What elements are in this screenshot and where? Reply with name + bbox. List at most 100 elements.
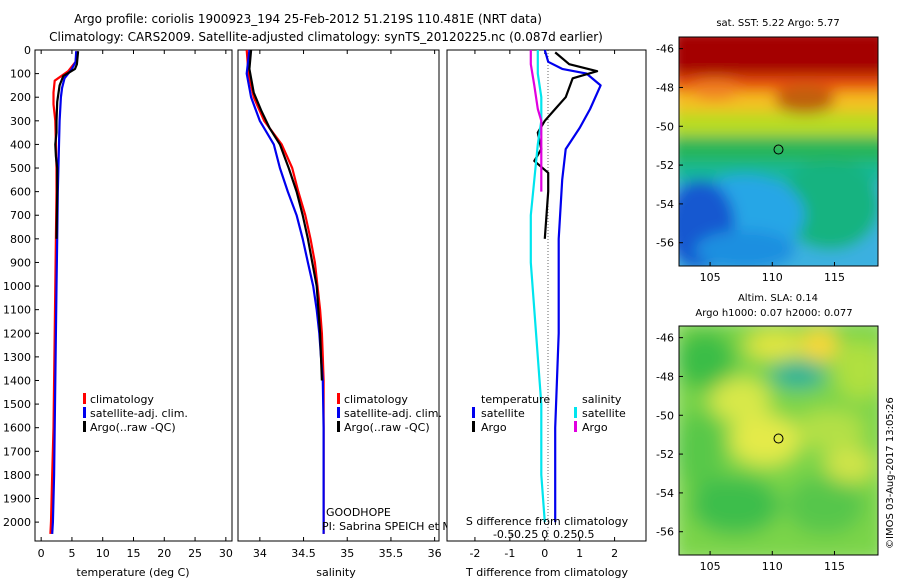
s-tick-label: -0.5 [493,528,514,541]
difference-series [529,49,602,523]
y-tick-label: 700 [10,209,31,222]
lat-tick-label: -56 [656,237,674,250]
t-difference-axis: -2 -1 0 1 2 [469,50,618,560]
lat-tick-label: -48 [656,81,674,94]
t-difference-axis-label: T difference from climatology [465,566,628,579]
depth-axis: 0 100 200 300 400 500 600 700 800 900 1000 1100 1200… [3,44,39,529]
sla-longitude-axis: 105 110 115 [700,551,845,573]
y-tick-label: 100 [10,68,31,81]
difference-panel: -2 -1 0 1 2 -0.5-0.25 0 0.25 0.5 T difference f… [446,49,647,579]
lon-tick-label: 110 [762,271,783,284]
legend-swatch-s-satellite [574,407,577,418]
y-tick-label: 300 [10,115,31,128]
x-tick-label: 34.5 [291,547,316,560]
y-tick-label: 200 [10,91,31,104]
x-tick-label: 35 [340,547,354,560]
figure-title: Argo profile: coriolis 1900923_194 25-Fe… [74,12,542,26]
series-line-satellite-adj-clim [245,49,325,534]
sst-latitude-axis: -46 -48 -50 -52 -54 -56 [656,43,683,250]
argo-position-marker [773,144,784,155]
y-tick-label: 2000 [3,516,31,529]
series-line-argo [529,50,543,192]
legend-swatch-satellite [83,407,86,418]
sla-map-title: Altim. SLA: 0.14 [738,293,818,304]
legend-swatch-argo [337,421,340,432]
lat-tick-label: -56 [656,526,674,539]
lon-tick-label: 110 [762,560,783,573]
sst-field [679,37,878,266]
salinity-series [245,49,325,534]
sla-map-subtitle: Argo h1000: 0.07 h2000: 0.077 [695,308,852,319]
lat-tick-label: -46 [656,332,674,345]
y-tick-label: 0 [24,44,31,57]
legend-label-argo: Argo(..raw -QC) [344,421,430,434]
temperature-axis: 0 5 10 15 20 25 30 [38,50,233,560]
s-tick-label: 0.25 [553,528,578,541]
x-tick-label: -2 [469,547,480,560]
x-tick-label: 15 [127,547,141,560]
series-line-satellite [529,50,546,523]
y-tick-label: 1600 [3,422,31,435]
lat-tick-label: -50 [656,120,674,133]
sla-map-frame [678,325,879,556]
y-tick-label: 400 [10,138,31,151]
sst-map-title: sat. SST: 5.22 Argo: 5.77 [716,18,839,29]
s-tick-label: 0 [541,528,548,541]
sla-latitude-axis: -46 -48 -50 -52 -54 -56 [656,332,683,539]
legend-label-climatology: climatology [344,393,408,406]
x-tick-label: 2 [611,547,618,560]
series-line-argo [533,51,599,239]
x-tick-label: -1 [504,547,515,560]
y-tick-label: 1300 [3,351,31,364]
y-tick-label: 1800 [3,469,31,482]
series-line-argo-raw-qc [248,49,323,381]
legend-label-s-argo: Argo [582,421,608,434]
legend-title-salinity: salinity [582,393,622,406]
y-tick-label: 1200 [3,327,31,340]
legend-label-satellite: satellite-adj. clim. [90,407,188,420]
y-tick-label: 1900 [3,493,31,506]
x-tick-label: 36 [428,547,442,560]
lat-tick-label: -54 [656,487,674,500]
sla-map: Altim. SLA: 0.14 Argo h1000: 0.07 h2000:… [656,293,879,573]
program-credit: GOODHOPE [326,506,391,519]
x-tick-label: 25 [188,547,202,560]
s-difference-axis: -0.5-0.25 0 0.25 0.5 [493,528,595,541]
sst-map: sat. SST: 5.22 Argo: 5.77 105 110 115 -46-… [656,18,879,284]
x-tick-label: 30 [219,547,233,560]
legend-label-t-satellite: satellite [481,407,525,420]
x-tick-label: 5 [68,547,75,560]
lon-tick-label: 105 [700,560,721,573]
imos-watermark: ©IMOS 03-Aug-2017 13:05:26 [885,397,896,549]
temperature-plot-frame [34,49,233,542]
x-tick-label: 34 [253,547,267,560]
lat-tick-label: -46 [656,43,674,56]
legend-label-climatology: climatology [90,393,154,406]
legend-title-temperature: temperature [481,393,550,406]
y-tick-label: 500 [10,162,31,175]
y-tick-label: 600 [10,186,31,199]
lon-tick-label: 105 [700,271,721,284]
y-tick-label: 1000 [3,280,31,293]
lon-tick-label: 115 [824,560,845,573]
argo-position-marker [773,433,784,444]
temperature-series [49,51,80,534]
x-tick-label: 1 [576,547,583,560]
s-difference-axis-label: S difference from climatology [466,515,629,528]
legend-swatch-t-satellite [472,407,475,418]
y-tick-label: 1400 [3,374,31,387]
legend-swatch-satellite [337,407,340,418]
legend-swatch-s-argo [574,421,577,432]
legend-label-satellite: satellite-adj. clim. [344,407,442,420]
series-line-satellite [543,49,602,523]
x-tick-label: 35.5 [379,547,404,560]
salinity-legend: climatology satellite-adj. clim. Argo(..… [337,393,442,434]
temperature-axis-label: temperature (deg C) [76,566,189,579]
lat-tick-label: -52 [656,448,674,461]
legend-label-t-argo: Argo [481,421,507,434]
legend-swatch-climatology [337,393,340,404]
sst-longitude-axis: 105 110 115 [700,262,845,284]
y-tick-label: 1100 [3,304,31,317]
s-tick-label: -0.25 [510,528,538,541]
